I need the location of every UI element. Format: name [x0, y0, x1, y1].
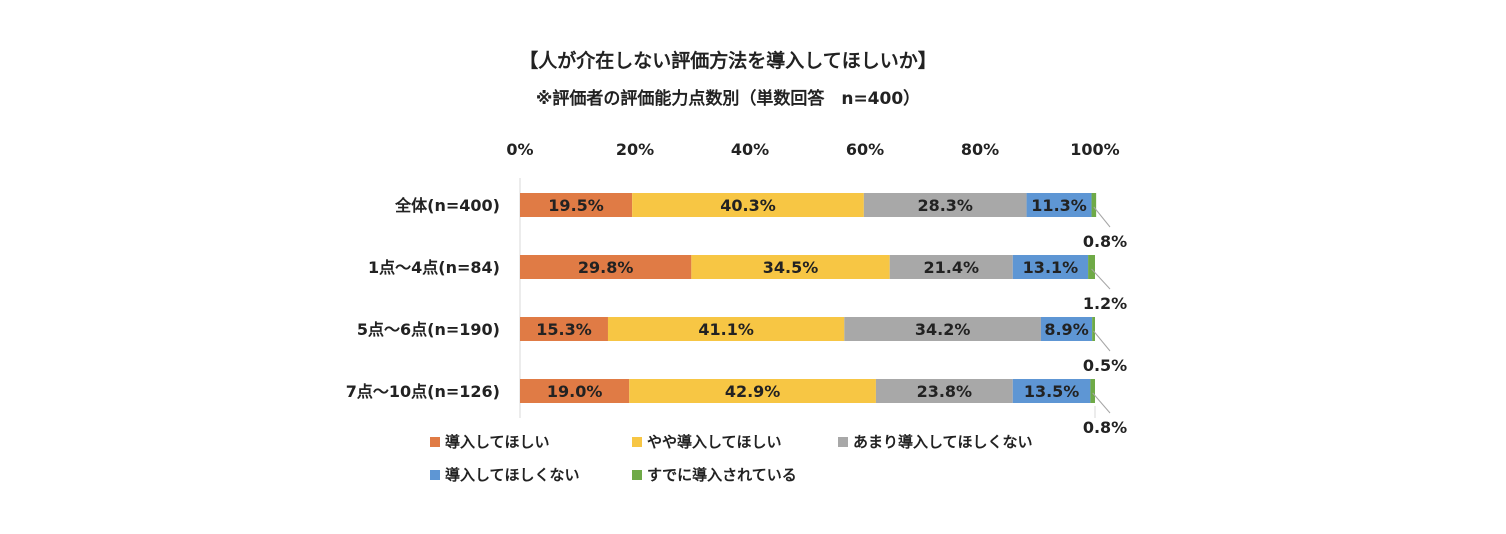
legend-label: 導入してほしくない [445, 466, 580, 484]
data-label-outside: 0.8% [1083, 232, 1127, 251]
data-label: 8.9% [1044, 320, 1088, 339]
bar-segment [1040, 317, 1093, 341]
bar-segment [889, 255, 1013, 279]
x-axis: 0% 20% 40% 60% 80% 100% 全体(n=400) 1点～4点(n=84) 5点… [346, 140, 1120, 418]
leader-line [1093, 330, 1111, 352]
category-label: 全体(n=400) [394, 196, 500, 215]
category-label: 1点～4点(n=84) [368, 258, 500, 277]
data-label: 13.1% [1023, 258, 1079, 277]
bars [520, 193, 1097, 403]
bar-segment [520, 193, 633, 217]
data-label: 19.5% [548, 196, 604, 215]
data-label: 23.8% [917, 382, 973, 401]
bar-segment [863, 193, 1027, 217]
x-tick-label: 20% [616, 140, 654, 159]
data-label: 42.9% [725, 382, 781, 401]
category-label: 5点～6点(n=190) [357, 320, 500, 339]
bar-segment [520, 255, 692, 279]
data-labels: 19.5% 40.3% 28.3% 11.3% 0.8% 29.8% 34.5% 21.4% 1… [536, 196, 1127, 437]
data-label: 15.3% [536, 320, 592, 339]
bar-segment [629, 379, 876, 403]
legend-swatch [838, 437, 848, 447]
data-label: 40.3% [720, 196, 776, 215]
x-tick-label: 60% [846, 140, 884, 159]
data-label: 41.1% [698, 320, 754, 339]
bar-segment [520, 379, 630, 403]
x-tick-label: 80% [961, 140, 999, 159]
bar-segment [1026, 193, 1092, 217]
data-label-outside: 1.2% [1083, 294, 1127, 313]
data-label: 34.5% [763, 258, 819, 277]
bar-segment [607, 317, 845, 341]
legend-swatch [430, 437, 440, 447]
bar-segment [632, 193, 864, 217]
x-tick-label: 40% [731, 140, 769, 159]
bar-segment [1012, 255, 1089, 279]
x-tick-label: 0% [506, 140, 533, 159]
legend-label: やや導入してほしい [647, 433, 782, 451]
data-label: 11.3% [1031, 196, 1087, 215]
category-label: 7点～10点(n=126) [346, 382, 500, 401]
data-label-outside: 0.8% [1083, 418, 1127, 437]
bar-segment [875, 379, 1013, 403]
x-tick-label: 100% [1070, 140, 1119, 159]
legend-label: すでに導入されている [647, 466, 797, 484]
bar-segment [520, 317, 608, 341]
legend-swatch [430, 470, 440, 480]
bar-segment [1092, 317, 1095, 341]
leader-line [1092, 392, 1111, 414]
bar-segment [1090, 379, 1095, 403]
leader-line [1091, 268, 1111, 290]
data-label: 21.4% [923, 258, 979, 277]
data-label: 19.0% [547, 382, 603, 401]
data-label-outside: 0.5% [1083, 356, 1127, 375]
bar-segment [691, 255, 890, 279]
chart-subtitle: ※評価者の評価能力点数別（単数回答 n=400） [536, 88, 920, 109]
bar-segment [1088, 255, 1095, 279]
bar-segment [1091, 193, 1097, 217]
bar-segment [1012, 379, 1091, 403]
legend-swatch [632, 437, 642, 447]
data-label: 13.5% [1024, 382, 1080, 401]
data-label: 29.8% [578, 258, 634, 277]
bar-segment [844, 317, 1041, 341]
chart-title: 【人が介在しない評価方法を導入してほしいか】 [519, 49, 936, 72]
legend-label: 導入してほしい [445, 433, 550, 451]
data-label: 34.2% [915, 320, 971, 339]
legend-label: あまり導入してほしくない [853, 433, 1033, 451]
data-label: 28.3% [917, 196, 973, 215]
legend-swatch [632, 470, 642, 480]
leader-line [1093, 206, 1111, 228]
